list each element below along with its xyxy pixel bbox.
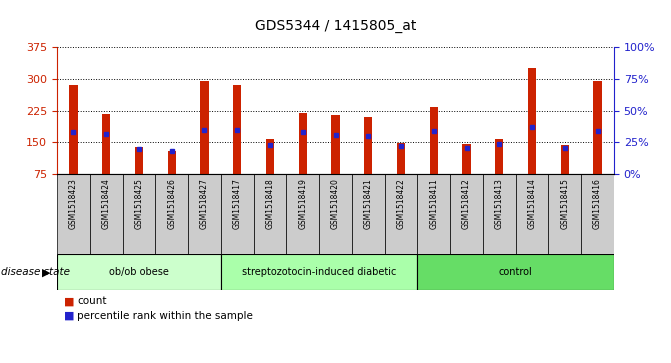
Text: GSM1518419: GSM1518419 xyxy=(298,178,307,229)
Bar xyxy=(254,174,287,254)
Text: GSM1518416: GSM1518416 xyxy=(593,178,602,229)
Text: GSM1518418: GSM1518418 xyxy=(266,178,274,229)
Bar xyxy=(462,144,470,174)
Bar xyxy=(123,174,155,254)
Text: streptozotocin-induced diabetic: streptozotocin-induced diabetic xyxy=(242,267,397,277)
Text: count: count xyxy=(77,296,107,306)
Bar xyxy=(221,174,254,254)
Bar xyxy=(495,139,503,174)
Bar xyxy=(201,81,209,174)
Text: GDS5344 / 1415805_at: GDS5344 / 1415805_at xyxy=(255,19,416,33)
Bar xyxy=(352,174,384,254)
Bar xyxy=(188,174,221,254)
Text: GSM1518424: GSM1518424 xyxy=(102,178,111,229)
Bar xyxy=(168,151,176,174)
Text: GSM1518411: GSM1518411 xyxy=(429,178,438,229)
Bar xyxy=(384,174,417,254)
Text: GSM1518415: GSM1518415 xyxy=(560,178,569,229)
Bar xyxy=(397,143,405,174)
Bar xyxy=(548,174,581,254)
Text: GSM1518422: GSM1518422 xyxy=(397,178,405,229)
Bar xyxy=(516,174,548,254)
Text: GSM1518412: GSM1518412 xyxy=(462,178,471,229)
Bar xyxy=(319,174,352,254)
Bar xyxy=(57,174,90,254)
Bar xyxy=(155,174,188,254)
Text: GSM1518413: GSM1518413 xyxy=(495,178,504,229)
Text: GSM1518421: GSM1518421 xyxy=(364,178,373,229)
Bar xyxy=(221,254,417,290)
Text: GSM1518423: GSM1518423 xyxy=(69,178,78,229)
Text: ob/ob obese: ob/ob obese xyxy=(109,267,169,277)
Text: GSM1518426: GSM1518426 xyxy=(167,178,176,229)
Text: ■: ■ xyxy=(64,296,74,306)
Text: GSM1518417: GSM1518417 xyxy=(233,178,242,229)
Bar xyxy=(528,68,536,174)
Bar xyxy=(581,174,614,254)
Bar xyxy=(69,85,78,174)
Bar xyxy=(429,107,438,174)
Bar xyxy=(299,113,307,174)
Bar xyxy=(417,254,614,290)
Text: disease state: disease state xyxy=(1,267,70,277)
Bar xyxy=(483,174,516,254)
Text: GSM1518420: GSM1518420 xyxy=(331,178,340,229)
Text: GSM1518427: GSM1518427 xyxy=(200,178,209,229)
Bar xyxy=(266,139,274,174)
Bar xyxy=(233,85,242,174)
Bar xyxy=(102,114,110,174)
Bar xyxy=(331,115,340,174)
Bar xyxy=(593,81,602,174)
Bar xyxy=(287,174,319,254)
Bar xyxy=(364,117,372,174)
Bar xyxy=(561,145,569,174)
Bar xyxy=(90,174,123,254)
Bar xyxy=(450,174,483,254)
Text: ■: ■ xyxy=(64,311,74,321)
Text: ▶: ▶ xyxy=(42,267,50,277)
Bar xyxy=(57,254,221,290)
Text: GSM1518414: GSM1518414 xyxy=(527,178,537,229)
Text: percentile rank within the sample: percentile rank within the sample xyxy=(77,311,253,321)
Bar xyxy=(417,174,450,254)
Bar xyxy=(135,147,143,174)
Text: control: control xyxy=(499,267,533,277)
Text: GSM1518425: GSM1518425 xyxy=(134,178,144,229)
